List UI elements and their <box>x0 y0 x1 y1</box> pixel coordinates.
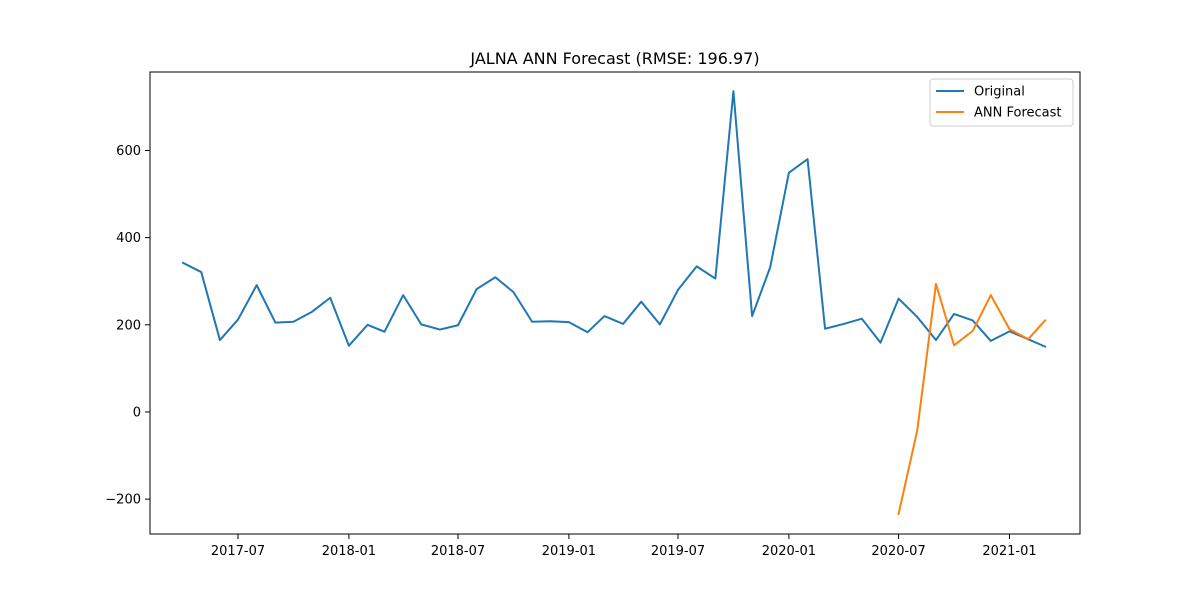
x-tick-label: 2018-01 <box>322 544 376 559</box>
y-tick-label: 200 <box>116 318 141 333</box>
y-tick-label: 0 <box>133 405 141 420</box>
x-tick-label: 2019-07 <box>651 544 705 559</box>
x-tick-label: 2020-01 <box>762 544 816 559</box>
y-tick-label: −200 <box>105 493 141 508</box>
legend-label-1: ANN Forecast <box>974 106 1061 121</box>
x-tick-label: 2019-01 <box>542 544 596 559</box>
plot-area: 2017-07 2018-01 2018-07 2019-01 2019-07 2020-… <box>105 71 1081 559</box>
legend: Original ANN Forecast <box>929 78 1074 127</box>
y-tick-label: 400 <box>116 231 141 246</box>
axes-frame <box>149 71 1081 535</box>
x-tick-label: 2018-07 <box>431 544 485 559</box>
x-tick-label: 2017-07 <box>211 544 265 559</box>
series-line-0 <box>181 90 1047 348</box>
x-tick-label: 2020-07 <box>871 544 925 559</box>
legend-label-0: Original <box>974 85 1025 100</box>
x-tick-label: 2021-01 <box>982 544 1036 559</box>
y-tick-label: 600 <box>116 144 141 159</box>
chart-title: JALNA ANN Forecast (RMSE: 196.97) <box>469 49 759 68</box>
legend-box <box>929 78 1074 127</box>
series-line-1 <box>897 282 1047 516</box>
